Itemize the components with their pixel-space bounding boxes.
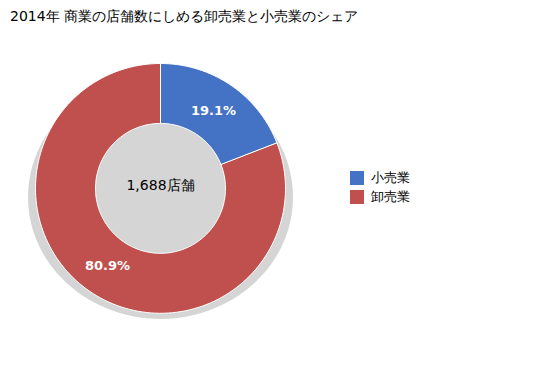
svg-text:19.1%: 19.1% (191, 103, 236, 118)
html-text:2014年 商業の店舗数にしめる卸売業と小売業のシェア: 2014年 商業の店舗数にしめる卸売業と小売業のシェア (10, 8, 359, 24)
svg-text:1,688店舗: 1,688店舗 (126, 177, 194, 193)
html-text:卸売業: 卸売業 (370, 188, 410, 204)
html-text:小売業: 小売業 (370, 169, 410, 185)
svg-text:80.9%: 80.9% (85, 258, 130, 273)
